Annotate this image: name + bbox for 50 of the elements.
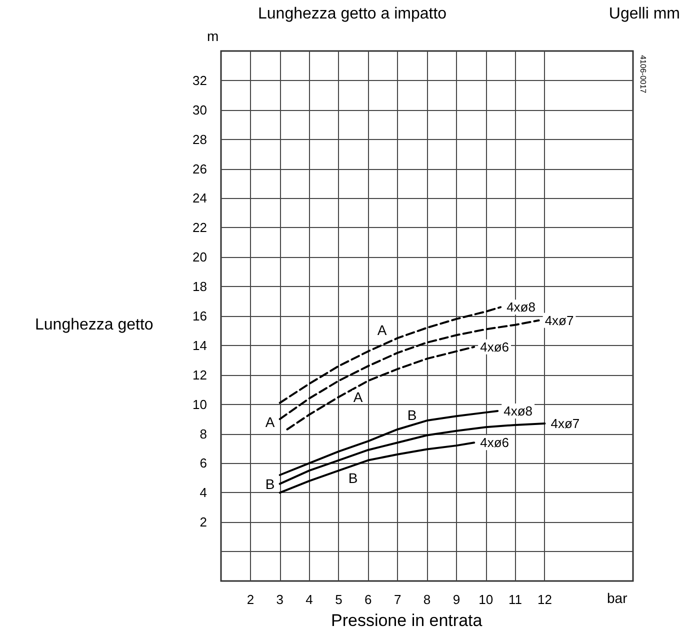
- series-label: 4xø7: [544, 312, 574, 328]
- y-tick-label: 20: [192, 250, 207, 265]
- y-tick-label: 18: [192, 279, 207, 294]
- annotation: B: [348, 470, 358, 486]
- x-tick-label: 3: [276, 592, 284, 607]
- y-tick-label: 28: [192, 132, 207, 147]
- y-tick-label: 6: [200, 456, 207, 471]
- text: m: [207, 28, 219, 44]
- y-tick-label: 24: [192, 190, 207, 206]
- annotation: A: [265, 414, 276, 430]
- x-tick-label: 6: [364, 592, 372, 607]
- y-tick-label: 2: [200, 514, 207, 530]
- x-tick-label: 2: [246, 592, 254, 607]
- line-series: [278, 422, 546, 485]
- series-label: 4xø7: [550, 416, 580, 431]
- y-tick-label: 26: [192, 161, 207, 176]
- x-tick-label: 5: [335, 592, 342, 607]
- chart-subtitle: Ugelli mm: [608, 6, 680, 22]
- x-tick-label: 10: [478, 592, 494, 607]
- y-tick-label: 32: [192, 72, 207, 88]
- x-tick-label: 11: [508, 592, 522, 607]
- annotation: B: [407, 407, 417, 423]
- x-tick-label: 7: [394, 592, 402, 607]
- y-tick-label: 30: [192, 102, 207, 118]
- x-tick-label: 8: [423, 592, 431, 607]
- y-tick-label: 22: [192, 220, 207, 236]
- text: bar: [607, 590, 628, 606]
- y-tick-label: 4: [200, 485, 207, 500]
- annotation: A: [377, 322, 388, 338]
- line-series: [278, 442, 476, 494]
- y-tick-label: 12: [192, 367, 207, 382]
- annotation: A: [353, 389, 364, 405]
- line-series: [278, 319, 540, 420]
- y-tick-label: 16: [192, 308, 207, 324]
- series-label: 4xø6: [480, 435, 509, 450]
- y-tick-label: 14: [192, 338, 207, 353]
- x-tick-label: 4: [306, 592, 313, 607]
- series-label: 4xø8: [506, 300, 536, 315]
- y-tick-label: 10: [192, 396, 207, 412]
- line-series: [286, 346, 476, 430]
- x-tick-label: 12: [537, 592, 552, 607]
- y-axis-title: Lunghezza getto: [35, 316, 154, 334]
- annotation: B: [265, 476, 275, 492]
- series-label: 4xø6: [480, 339, 509, 354]
- x-axis-title: Pressione in entrata: [331, 611, 483, 630]
- text: 4106-0017: [638, 55, 648, 94]
- x-tick-label: 9: [452, 592, 460, 607]
- y-tick-label: 8: [200, 426, 207, 442]
- chart-title: Lunghezza getto a impatto: [258, 6, 447, 22]
- series-label: 4xø8: [504, 403, 533, 418]
